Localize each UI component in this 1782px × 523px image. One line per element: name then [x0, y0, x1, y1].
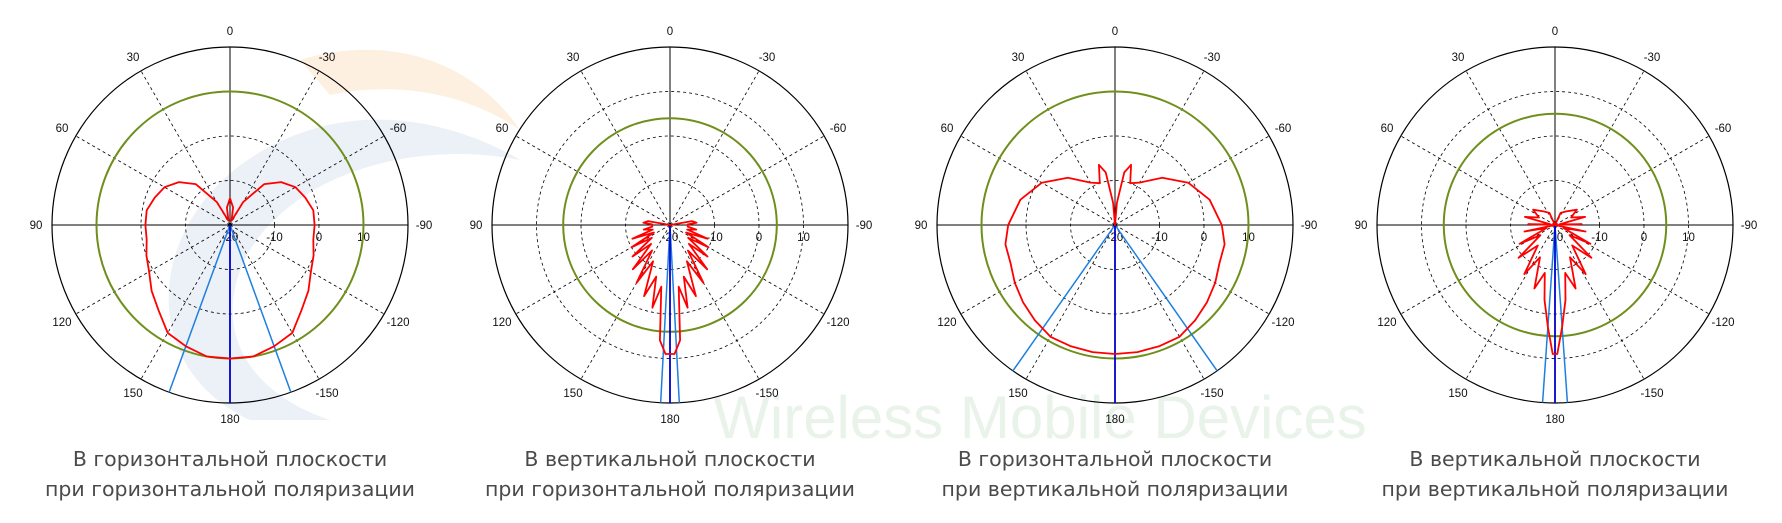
radial-label: -10	[266, 232, 283, 244]
angle-label: -120	[1271, 317, 1294, 329]
grid-spoke	[75, 135, 231, 226]
angle-label: 120	[52, 317, 71, 329]
beam-edge-line	[1012, 224, 1116, 372]
angle-label: -150	[1200, 388, 1223, 400]
angle-label: -60	[830, 123, 847, 135]
angle-label: -150	[315, 388, 338, 400]
grid-spoke	[1554, 70, 1645, 226]
angle-label: -90	[1741, 220, 1758, 232]
angle-label: 150	[1448, 388, 1467, 400]
angle-label: -150	[755, 388, 778, 400]
grid-spoke	[1465, 70, 1556, 226]
angle-label: -30	[319, 52, 336, 64]
angle-label: 120	[1377, 317, 1396, 329]
angle-label: 30	[567, 52, 580, 64]
angle-label: 180	[660, 414, 679, 426]
grid-spoke	[1114, 70, 1205, 226]
angle-label: 0	[1552, 26, 1558, 38]
angle-label: 0	[1112, 26, 1118, 38]
caption-line-2: при вертикальной поляризации	[1381, 477, 1729, 501]
angle-label: -120	[1711, 317, 1734, 329]
angle-label: -150	[1640, 388, 1663, 400]
polar-chart-2: 0-30-60-90-120-150180150120906030-20-100…	[470, 26, 873, 426]
angle-label: -60	[390, 123, 407, 135]
caption-line-2: при вертикальной поляризации	[941, 477, 1289, 501]
angle-label: -90	[416, 220, 433, 232]
angle-label: -30	[759, 52, 776, 64]
angle-label: 120	[937, 317, 956, 329]
angle-label: 60	[1381, 123, 1394, 135]
angle-label: -90	[1301, 220, 1318, 232]
radial-label: 0	[316, 232, 322, 244]
radial-label: 0	[1201, 232, 1207, 244]
caption-2: В вертикальной плоскости при горизонталь…	[450, 444, 890, 504]
angle-label: -30	[1204, 52, 1221, 64]
angle-label: 180	[220, 414, 239, 426]
angle-label: 30	[1452, 52, 1465, 64]
grid-spoke	[75, 224, 231, 315]
radial-label: -10	[1151, 232, 1168, 244]
grid-spoke	[1025, 70, 1116, 226]
polar-chart-3: 0-30-60-90-120-150180150120906030-20-100…	[915, 26, 1318, 426]
polar-chart-4: 0-30-60-90-120-150180150120906030-20-100…	[1355, 26, 1758, 426]
beam-edge-line	[1114, 224, 1218, 372]
beam-edge-line	[669, 224, 681, 403]
radiation-pattern	[1004, 163, 1226, 355]
caption-4: В вертикальной плоскости при вертикально…	[1335, 444, 1775, 504]
beam-edge-line	[229, 224, 292, 393]
angle-label: 150	[123, 388, 142, 400]
radiation-pattern	[144, 181, 316, 360]
angle-label: 0	[227, 26, 233, 38]
chart-panel-2: 0-30-60-90-120-150180150120906030-20-100…	[450, 0, 890, 523]
angle-label: 60	[496, 123, 509, 135]
radiation-pattern	[1517, 208, 1593, 355]
angle-label: -120	[826, 317, 849, 329]
angle-label: 60	[941, 123, 954, 135]
angle-label: -60	[1275, 123, 1292, 135]
caption-line-1: В горизонтальной плоскости	[72, 447, 388, 471]
angle-label: 180	[1105, 414, 1124, 426]
radial-label: 10	[797, 232, 810, 244]
angle-label: 30	[127, 52, 140, 64]
angle-label: -30	[1644, 52, 1661, 64]
chart-panel-4: 0-30-60-90-120-150180150120906030-20-100…	[1335, 0, 1775, 523]
caption-line-1: В горизонтальной плоскости	[957, 447, 1273, 471]
polar-chart-1: 0-30-60-90-120-150180150120906030-20-100…	[30, 26, 433, 426]
radial-label: -10	[706, 232, 723, 244]
caption-1: В горизонтальной плоскости при горизонта…	[10, 444, 450, 504]
grid-spoke	[669, 70, 760, 226]
angle-label: 0	[667, 26, 673, 38]
chart-panel-3: 0-30-60-90-120-150180150120906030-20-100…	[895, 0, 1335, 523]
angle-label: 90	[1355, 220, 1368, 232]
grid-spoke	[960, 224, 1116, 315]
radial-label: 0	[1641, 232, 1647, 244]
radial-label: -10	[1591, 232, 1608, 244]
radiation-pattern	[630, 220, 710, 355]
angle-label: 90	[470, 220, 483, 232]
angle-label: 30	[1012, 52, 1025, 64]
angle-label: -120	[386, 317, 409, 329]
angle-label: 150	[563, 388, 582, 400]
angle-label: 150	[1008, 388, 1027, 400]
beam-edge-line	[1554, 224, 1569, 403]
angle-label: 180	[1545, 414, 1564, 426]
beam-edge-line	[168, 224, 231, 393]
chart-panel-1: 0-30-60-90-120-150180150120906030-20-100…	[10, 0, 450, 523]
beam-edge-line	[659, 224, 671, 403]
angle-label: 60	[56, 123, 69, 135]
beam-edge-line	[1541, 224, 1556, 403]
angle-label: 90	[915, 220, 928, 232]
angle-label: -90	[856, 220, 873, 232]
caption-line-1: В вертикальной плоскости	[524, 447, 816, 471]
caption-3: В горизонтальной плоскости при вертикаль…	[895, 444, 1335, 504]
angle-label: -60	[1715, 123, 1732, 135]
radial-label: 10	[1682, 232, 1695, 244]
angle-label: 120	[492, 317, 511, 329]
caption-line-2: при горизонтальной поляризации	[44, 477, 415, 501]
caption-line-2: при горизонтальной поляризации	[484, 477, 855, 501]
grid-spoke	[580, 70, 671, 226]
caption-line-1: В вертикальной плоскости	[1409, 447, 1701, 471]
radial-label: 0	[756, 232, 762, 244]
angle-label: 90	[30, 220, 43, 232]
